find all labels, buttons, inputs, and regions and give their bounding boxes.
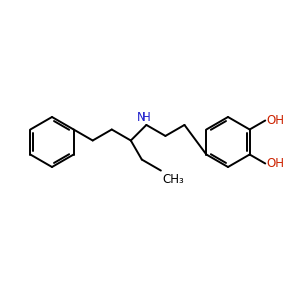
Text: N: N (137, 111, 146, 124)
Text: H: H (142, 111, 151, 124)
Text: OH: OH (266, 114, 284, 127)
Text: OH: OH (266, 157, 284, 170)
Text: CH₃: CH₃ (163, 172, 184, 186)
